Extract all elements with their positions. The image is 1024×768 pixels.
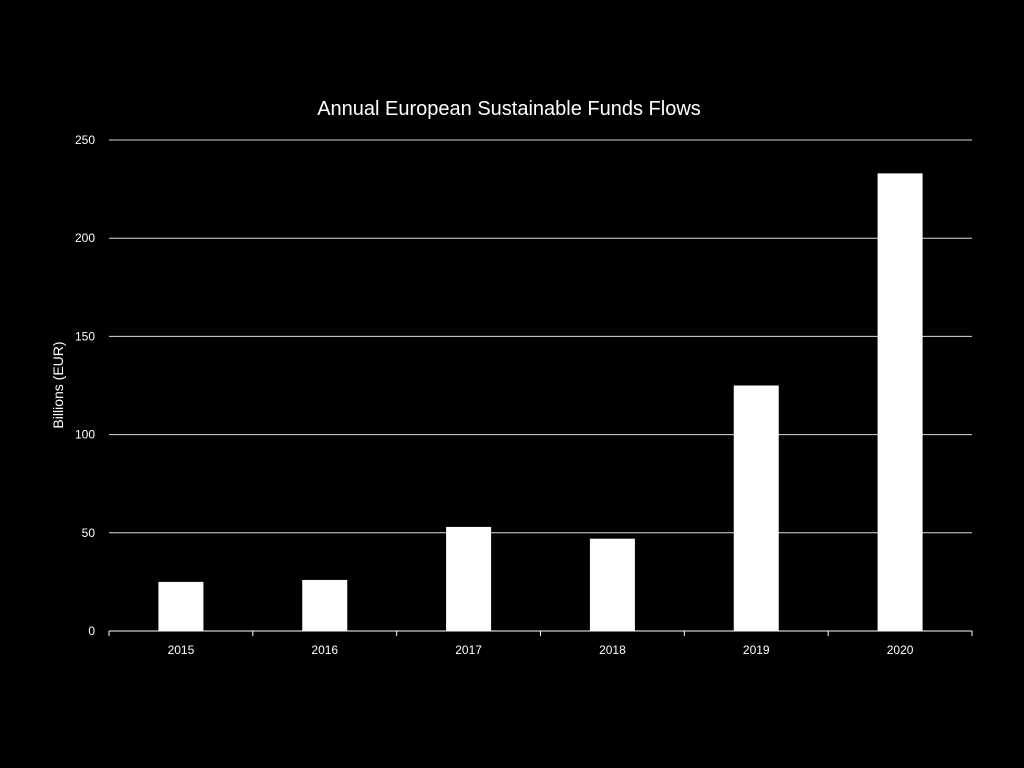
bar-2017 — [446, 526, 492, 631]
y-tick-label: 250 — [75, 133, 95, 147]
x-tick-labels: 2015 2016 2017 2018 2019 2020 — [168, 643, 914, 657]
gridlines — [109, 139, 972, 534]
y-tick-label: 150 — [75, 329, 95, 343]
y-tick-label: 0 — [88, 624, 95, 638]
x-tick-label: 2016 — [311, 643, 338, 657]
y-tick-labels: 0 50 100 150 200 250 — [75, 133, 95, 638]
x-tick-label: 2020 — [887, 643, 914, 657]
x-tick-label: 2019 — [743, 643, 770, 657]
y-tick-label: 200 — [75, 231, 95, 245]
y-tick-label: 100 — [75, 428, 95, 442]
bar-2015 — [158, 581, 204, 631]
chart-title: Annual European Sustainable Funds Flows — [317, 98, 701, 120]
bar-2016 — [302, 579, 348, 631]
y-axis-title: Billions (EUR) — [50, 341, 66, 428]
x-tick-label: 2015 — [168, 643, 195, 657]
axes — [108, 630, 973, 636]
x-tick-label: 2018 — [599, 643, 626, 657]
bars — [158, 173, 923, 631]
y-tick-label: 50 — [82, 526, 96, 540]
bar-2019 — [733, 385, 779, 631]
x-tick-label: 2017 — [455, 643, 482, 657]
bar-2018 — [589, 538, 635, 631]
bar-2020 — [877, 173, 923, 631]
